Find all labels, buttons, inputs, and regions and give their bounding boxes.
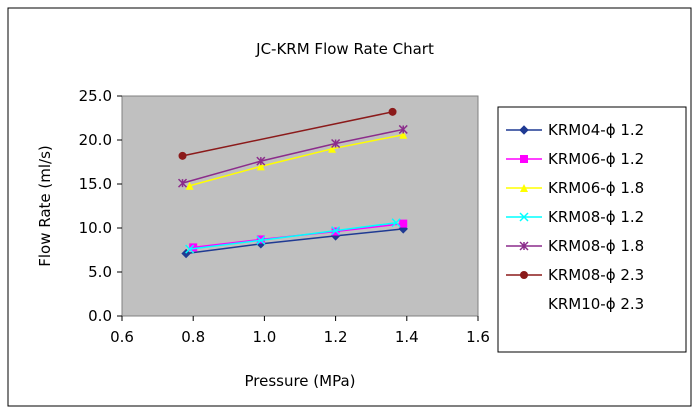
data-point [178,151,187,160]
legend-entry: KRM06-ϕ 1.2 [506,150,644,168]
x-tick-label: 1.2 [324,328,348,346]
data-point [520,155,528,163]
y-tick-label: 5.0 [88,263,112,281]
data-point [519,212,529,222]
series-line [189,221,397,250]
series-line [185,228,404,255]
series-line [182,111,393,157]
data-point [185,181,194,190]
data-point [399,219,408,228]
data-point [388,107,397,116]
data-point [519,241,529,251]
data-point [185,244,195,254]
legend-entry: KRM06-ϕ 1.8 [506,179,644,197]
x-tick-label: 0.8 [181,328,205,346]
data-point [519,125,529,135]
x-axis-label: Pressure (MPa) [244,372,355,390]
data-point [256,156,266,166]
y-tick-label: 0.0 [88,307,112,325]
series [177,124,408,188]
series [185,218,401,254]
y-tick-label: 10.0 [79,219,112,237]
data-point [256,235,266,245]
data-point [391,218,401,228]
data-point [328,144,337,153]
data-point [177,178,188,188]
legend-label: KRM08-ϕ 1.8 [548,237,644,255]
x-tick-label: 1.4 [395,328,419,346]
legend-entry: KRM08-ϕ 1.8 [506,237,644,255]
legend-label: KRM10-ϕ 2.3 [548,295,644,313]
legend-entry: KRM08-ϕ 1.2 [506,208,644,226]
series [185,130,408,190]
data-point [520,184,528,192]
legend-label: KRM06-ϕ 1.2 [548,150,644,168]
data-point [256,162,265,171]
legend: KRM04-ϕ 1.2 KRM06-ϕ 1.2 KRM06-ϕ 1.8 KRM08-ϕ… [506,121,644,313]
x-tick-label: 0.6 [110,328,134,346]
series-layer [177,107,408,259]
legend-entry: KRM08-ϕ 2.3 [506,266,644,284]
legend-box [497,106,687,353]
y-axis: 0.0 5.0 10.0 15.0 20.0 25.0 [79,87,122,325]
y-axis-label: Flow Rate (ml/s) [36,145,54,267]
chart-title: JC-KRM Flow Rate Chart [255,40,434,58]
y-tick-label: 20.0 [79,131,112,149]
y-tick-label: 25.0 [79,87,112,105]
y-tick-label: 15.0 [79,175,112,193]
series-line [189,133,404,187]
legend-label: KRM08-ϕ 2.3 [548,266,644,284]
legend-label: KRM04-ϕ 1.2 [548,121,644,139]
data-point [331,226,341,236]
plot-area [121,95,479,317]
series-line [182,128,404,184]
data-point [189,243,198,252]
legend-label: KRM08-ϕ 1.2 [548,208,644,226]
x-tick-label: 1.0 [252,328,276,346]
legend-label: KRM06-ϕ 1.8 [548,179,644,197]
x-axis: 0.6 0.8 1.0 1.2 1.4 1.6 [110,316,490,346]
data-point [331,138,341,149]
series [178,107,397,160]
legend-entry: KRM04-ϕ 1.2 [506,121,644,139]
data-point [399,130,408,139]
data-point [398,124,408,134]
x-tick-label: 1.6 [466,328,490,346]
data-point [520,271,528,279]
